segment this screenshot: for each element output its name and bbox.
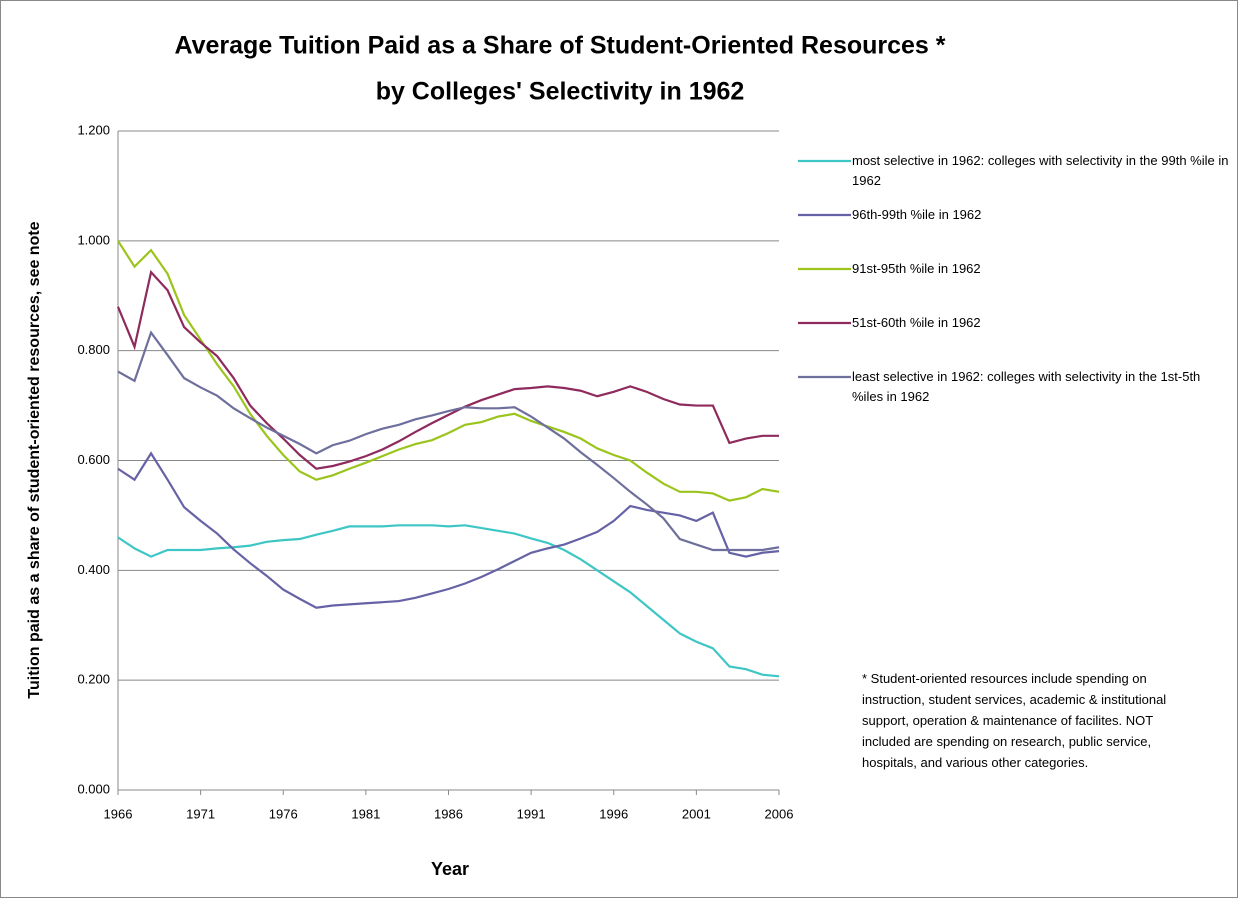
y-tick-label: 0.200	[77, 672, 110, 687]
x-tick-label: 1991	[517, 806, 546, 821]
chart-title: Average Tuition Paid as a Share of Stude…	[174, 32, 945, 60]
legend-entry: 96th-99th %ile in 1962	[852, 207, 982, 222]
y-axis-label: Tuition paid as a share of student-orien…	[26, 221, 43, 698]
y-tick-label: 1.200	[77, 122, 110, 137]
y-tick-label: 0.400	[77, 562, 110, 577]
legend-entry: 51st-60th %ile in 1962	[852, 315, 981, 330]
series-line	[116, 269, 779, 470]
chart-subtitle: by Colleges' Selectivity in 1962	[376, 78, 745, 106]
x-tick-label: 1986	[434, 806, 463, 821]
x-tick-label: 2006	[765, 806, 794, 821]
series-line	[117, 330, 780, 552]
y-tick-label: 1.000	[77, 232, 110, 247]
y-tick-label: 0.800	[77, 342, 110, 357]
x-tick-label: 1976	[269, 806, 298, 821]
x-tick-label: 1996	[599, 806, 628, 821]
y-tick-label: 0.600	[77, 452, 110, 467]
legend-entry: 91st-95th %ile in 1962	[852, 261, 981, 276]
series-line	[117, 451, 780, 609]
series-line	[117, 524, 780, 678]
x-tick-label: 1966	[104, 806, 133, 821]
footnote: * Student-oriented resources include spe…	[862, 671, 1167, 770]
series-line	[117, 240, 780, 502]
x-tick-label: 1971	[186, 806, 215, 821]
legend-entry: least selective in 1962: colleges with s…	[852, 369, 1201, 404]
x-tick-label: 2001	[682, 806, 711, 821]
y-tick-label: 0.000	[77, 781, 110, 796]
x-tick-label: 1981	[351, 806, 380, 821]
x-axis-label: Year	[431, 859, 469, 879]
legend-entry: most selective in 1962: colleges with se…	[852, 153, 1229, 188]
